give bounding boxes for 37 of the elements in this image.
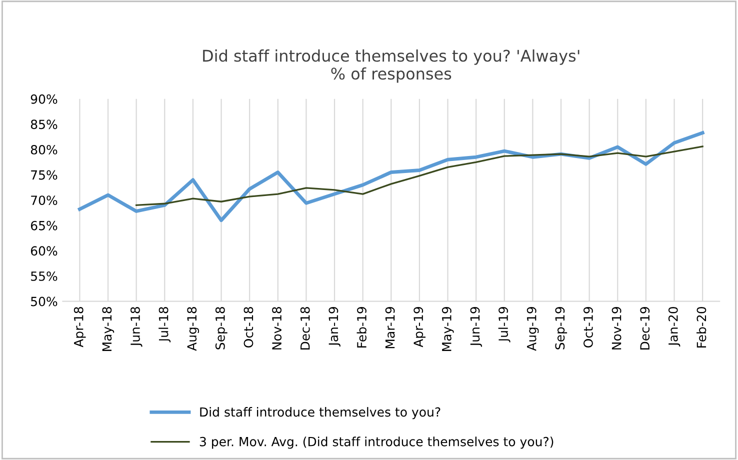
y-tick-label: 65% — [30, 220, 58, 230]
x-tick-label: Aug-18 — [187, 307, 200, 351]
x-tick-label: May-18 — [102, 307, 114, 351]
x-tick-label: Jul-19 — [498, 307, 510, 342]
x-tick-label: Jan-19 — [328, 307, 340, 346]
x-tick-label: Jan-20 — [668, 306, 680, 346]
x-tick-label: Jun-18 — [130, 307, 142, 347]
chart-title: Did staff introduce themselves to you? 'Always' % of responses — [203, 49, 580, 83]
x-tick-label: Dec-19 — [640, 307, 650, 350]
y-tick-label: 70% — [31, 196, 58, 206]
x-tick-label: Oct-19 — [583, 307, 593, 348]
x-tick-label: Nov-19 — [612, 307, 622, 350]
x-tick-label: Sep-19 — [555, 307, 568, 350]
x-tick-label: Feb-19 — [356, 307, 366, 348]
legend-label: 3 per. Mov. Avg. (Did staff introduce themselves to you?) — [200, 436, 554, 449]
y-tick-label: 85% — [30, 120, 58, 130]
y-tick-label: 80% — [30, 144, 58, 154]
x-tick-label: Feb-20 — [696, 306, 706, 348]
y-tick-label: 75% — [31, 170, 58, 180]
x-tick-label: May-19 — [442, 307, 454, 351]
x-tick-label: Jun-19 — [470, 307, 482, 347]
legend-label: Did staff introduce themselves to you? — [200, 407, 440, 420]
x-tick-label: Apr-18 — [74, 307, 86, 348]
x-tick-label: Dec-18 — [300, 307, 310, 350]
x-tick-label: Apr-19 — [414, 307, 426, 348]
x-tick-label: Aug-19 — [526, 307, 539, 351]
x-tick-label: Nov-18 — [272, 307, 282, 350]
x-tick-label: Sep-18 — [215, 307, 228, 350]
y-tick-label: 90% — [30, 94, 58, 104]
line-series — [136, 146, 704, 206]
y-tick-label: 60% — [30, 246, 58, 256]
x-tick-label: Mar-19 — [385, 307, 395, 348]
x-tick-label: Oct-18 — [244, 307, 254, 348]
line-series — [78, 131, 704, 222]
y-tick-label: 50% — [31, 296, 58, 306]
y-tick-label: 55% — [31, 271, 58, 281]
x-tick-label: Jul-18 — [158, 307, 171, 342]
